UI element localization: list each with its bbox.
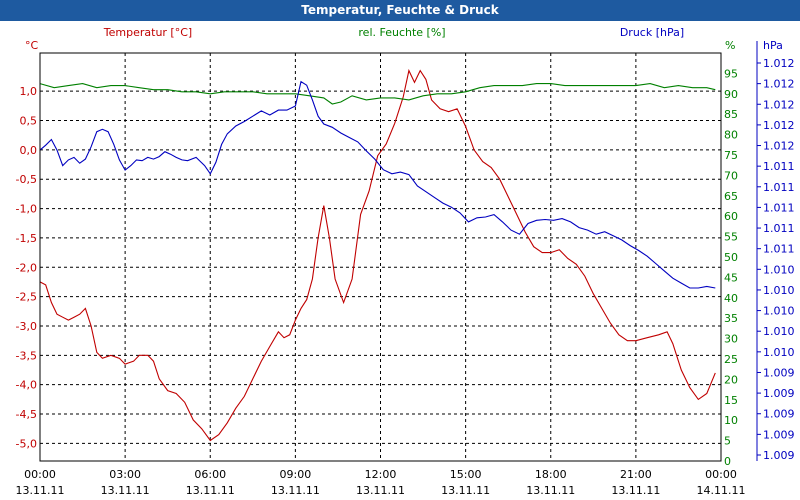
pressure-tick-label: 1.011 bbox=[763, 181, 795, 194]
humidity-tick-label: 55 bbox=[724, 231, 738, 244]
x-tick-date: 13.11.11 bbox=[16, 484, 65, 497]
humidity-tick-label: 0 bbox=[724, 455, 731, 468]
temperature-tick-label: -3,5 bbox=[16, 349, 37, 362]
pressure-tick-label: 1.010 bbox=[763, 305, 795, 318]
pressure-tick-label: 1.012 bbox=[763, 98, 795, 111]
humidity-unit-label: % bbox=[725, 39, 735, 52]
x-tick-time: 15:00 bbox=[450, 468, 482, 481]
pressure-tick-label: 1.011 bbox=[763, 160, 795, 173]
x-tick-date: 14.11.11 bbox=[697, 484, 746, 497]
humidity-tick-label: 90 bbox=[724, 88, 738, 101]
temperature-tick-label: -4,5 bbox=[16, 408, 37, 421]
axis-ticks: 1,0 0,5 0,0 -0,5 -1,0 -1,5 -2,0 -2,5 -3,0 -3,5 -4,… bbox=[16, 41, 795, 497]
humidity-line bbox=[39, 83, 716, 105]
humidity-tick-label: 5 bbox=[724, 435, 731, 448]
x-tick-time: 18:00 bbox=[535, 468, 567, 481]
pressure-tick-label: 1.012 bbox=[763, 140, 795, 153]
legend-humidity: rel. Feuchte [%] bbox=[358, 26, 445, 39]
temperature-tick-label: -1,5 bbox=[16, 232, 37, 245]
x-tick-time: 09:00 bbox=[280, 468, 312, 481]
humidity-tick-label: 50 bbox=[724, 251, 738, 264]
temperature-line bbox=[39, 68, 716, 442]
temperature-tick-label: -1,0 bbox=[16, 203, 37, 216]
x-tick-date: 13.11.11 bbox=[271, 484, 320, 497]
chart-background bbox=[0, 21, 800, 500]
humidity-tick-label: 40 bbox=[724, 292, 738, 305]
legend-temperature: Temperatur [°C] bbox=[103, 26, 192, 39]
pressure-tick-label: 1.011 bbox=[763, 222, 795, 235]
humidity-tick-label: 85 bbox=[724, 108, 738, 121]
plot-frame bbox=[39, 52, 722, 462]
pressure-tick-label: 1.010 bbox=[763, 346, 795, 359]
temperature-tick-label: -2,0 bbox=[16, 261, 37, 274]
pressure-tick-label: 1.009 bbox=[763, 408, 795, 421]
chart-area: 1,0 0,5 0,0 -0,5 -1,0 -1,5 -2,0 -2,5 -3,0 -3,5 -4,… bbox=[0, 21, 800, 500]
chart-title: Temperatur, Feuchte & Druck bbox=[0, 0, 800, 21]
pressure-tick-label: 1.009 bbox=[763, 366, 795, 379]
x-tick-time: 03:00 bbox=[109, 468, 141, 481]
temperature-unit-label: °C bbox=[25, 39, 39, 52]
humidity-tick-label: 35 bbox=[724, 312, 738, 325]
humidity-tick-label: 80 bbox=[724, 129, 738, 142]
pressure-tick-label: 1.012 bbox=[763, 78, 795, 91]
pressure-unit-label: hPa bbox=[763, 39, 783, 52]
temperature-tick-label: 0,5 bbox=[20, 115, 38, 128]
x-tick-date: 13.11.11 bbox=[611, 484, 660, 497]
x-tick-date: 13.11.11 bbox=[441, 484, 490, 497]
x-tick-date: 13.11.11 bbox=[101, 484, 150, 497]
humidity-tick-label: 60 bbox=[724, 210, 738, 223]
x-tick-time: 21:00 bbox=[620, 468, 652, 481]
temperature-tick-label: -2,5 bbox=[16, 291, 37, 304]
legend-pressure: Druck [hPa] bbox=[620, 26, 684, 39]
temperature-tick-label: -5,0 bbox=[16, 437, 37, 450]
pressure-tick-label: 1.011 bbox=[763, 201, 795, 214]
pressure-tick-label: 1.009 bbox=[763, 428, 795, 441]
temperature-tick-label: 0,0 bbox=[20, 144, 38, 157]
humidity-tick-label: 20 bbox=[724, 373, 738, 386]
pressure-tick-label: 1.011 bbox=[763, 243, 795, 256]
humidity-tick-label: 25 bbox=[724, 353, 738, 366]
temperature-tick-label: -0,5 bbox=[16, 173, 37, 186]
pressure-tick-label: 1.010 bbox=[763, 263, 795, 276]
series-lines bbox=[39, 68, 716, 442]
humidity-tick-label: 30 bbox=[724, 333, 738, 346]
pressure-line bbox=[39, 80, 716, 289]
humidity-tick-label: 45 bbox=[724, 271, 738, 284]
legend: °C% hPa Temperatur [°C] rel. Feuchte [%] Dru… bbox=[25, 26, 783, 52]
humidity-tick-label: 75 bbox=[724, 149, 738, 162]
pressure-tick-label: 1.012 bbox=[763, 57, 795, 70]
humidity-tick-label: 70 bbox=[724, 169, 738, 182]
pressure-tick-label: 1.010 bbox=[763, 325, 795, 338]
x-tick-time: 00:00 bbox=[24, 468, 56, 481]
pressure-tick-label: 1.009 bbox=[763, 387, 795, 400]
humidity-tick-label: 95 bbox=[724, 67, 738, 80]
x-tick-time: 06:00 bbox=[194, 468, 226, 481]
x-tick-time: 00:00 bbox=[705, 468, 737, 481]
humidity-tick-label: 10 bbox=[724, 414, 738, 427]
humidity-tick-label: 15 bbox=[724, 394, 738, 407]
humidity-tick-label: 65 bbox=[724, 190, 738, 203]
x-tick-date: 13.11.11 bbox=[526, 484, 575, 497]
pressure-tick-label: 1.009 bbox=[763, 449, 795, 462]
plot-border bbox=[39, 52, 722, 462]
pressure-tick-label: 1.010 bbox=[763, 284, 795, 297]
pressure-tick-label: 1.012 bbox=[763, 119, 795, 132]
temperature-tick-label: -3,0 bbox=[16, 320, 37, 333]
grid-lines bbox=[40, 53, 721, 461]
x-tick-date: 13.11.11 bbox=[356, 484, 405, 497]
temperature-tick-label: -4,0 bbox=[16, 379, 37, 392]
temperature-tick-label: 1,0 bbox=[20, 85, 38, 98]
x-tick-time: 12:00 bbox=[365, 468, 397, 481]
x-tick-date: 13.11.11 bbox=[186, 484, 235, 497]
